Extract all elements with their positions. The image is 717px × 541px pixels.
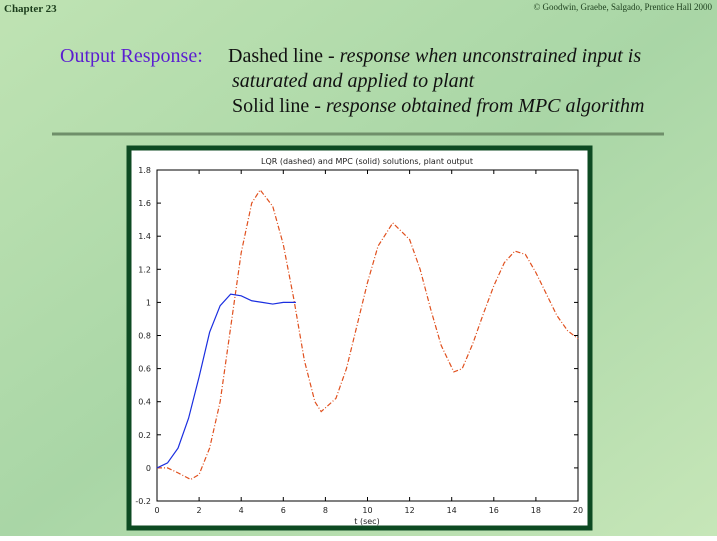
chart-title: LQR (dashed) and MPC (solid) solutions, … [261, 157, 473, 166]
y-tick-label: 1.8 [138, 166, 151, 175]
y-tick-label: 0.2 [138, 431, 151, 440]
y-tick-label: 1 [146, 298, 151, 307]
y-tick-label: 1.2 [138, 265, 151, 274]
series-line [157, 188, 579, 481]
term: Dashed line [228, 45, 323, 67]
chart-frame [126, 145, 593, 531]
x-tick-label: 16 [489, 506, 499, 515]
continuation: saturated and applied to plant [232, 70, 475, 92]
x-tick-label: 18 [531, 506, 541, 515]
x-tick-label: 12 [405, 506, 415, 515]
y-tick-label: 0 [146, 464, 151, 473]
line-1: Dashed line - response when unconstraine… [228, 45, 641, 67]
y-tick-label: -0.2 [135, 497, 151, 506]
slide-label: Output Response: [60, 45, 203, 67]
description: - response when unconstrained input is [328, 45, 641, 67]
y-tick-label: 0.6 [138, 365, 151, 374]
x-tick-label: 14 [447, 506, 457, 515]
series-line [156, 293, 296, 469]
y-tick-label: 1.4 [138, 232, 151, 241]
x-tick-label: 6 [281, 506, 286, 515]
x-tick-label: 8 [323, 506, 328, 515]
x-tick-label: 10 [362, 506, 372, 515]
term: Solid line [232, 95, 309, 117]
x-tick-label: 4 [239, 506, 244, 515]
chapter: Chapter 23 [4, 3, 57, 15]
x-tick-label: 20 [573, 506, 583, 515]
x-tick-label: 0 [154, 506, 159, 515]
x-tick-label: 2 [197, 506, 202, 515]
description: - response obtained from MPC algorithm [314, 95, 644, 117]
y-tick-label: 0.4 [138, 398, 151, 407]
copyright: © Goodwin, Graebe, Salgado, Prentice Hal… [533, 2, 712, 12]
x-axis-label: t (sec) [354, 517, 379, 526]
line-2: Solid line - response obtained from MPC … [232, 95, 644, 117]
y-tick-label: 0.8 [138, 332, 151, 341]
y-tick-label: 1.6 [138, 199, 151, 208]
